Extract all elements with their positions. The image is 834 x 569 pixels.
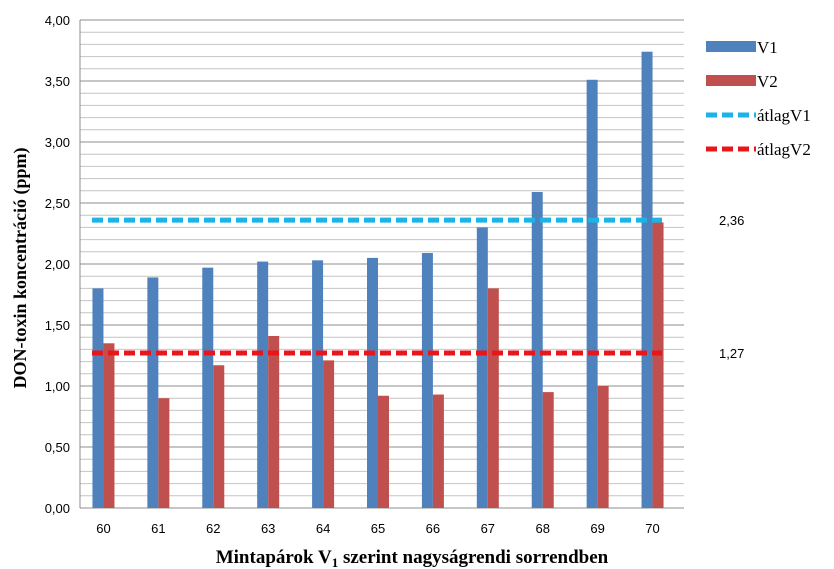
bar-v1 bbox=[312, 260, 324, 508]
x-axis-title: Mintapárok V1 szerint nagyságrendi sorre… bbox=[216, 547, 609, 569]
legend-label: átlagV2 bbox=[757, 140, 811, 159]
x-tick-label: 62 bbox=[206, 521, 220, 536]
y-tick-label: 0,50 bbox=[45, 440, 70, 455]
bar-v1 bbox=[202, 267, 214, 508]
y-tick-label: 2,50 bbox=[45, 196, 70, 211]
y-tick-label: 3,00 bbox=[45, 135, 70, 150]
legend-swatch bbox=[706, 41, 756, 52]
y-tick-label: 1,00 bbox=[45, 379, 70, 394]
x-tick-label: 67 bbox=[481, 521, 495, 536]
bar-v1 bbox=[257, 261, 269, 508]
average-value-label: 2,36 bbox=[719, 213, 744, 228]
bar-v2 bbox=[487, 288, 499, 508]
bar-v1 bbox=[531, 192, 543, 508]
y-tick-label: 1,50 bbox=[45, 318, 70, 333]
bar-v2 bbox=[378, 395, 389, 508]
x-tick-label: 64 bbox=[316, 521, 330, 536]
average-value-label: 1,27 bbox=[719, 346, 744, 361]
bar-v2 bbox=[103, 343, 115, 508]
bar-v2 bbox=[158, 398, 170, 508]
legend-label: átlagV1 bbox=[757, 106, 811, 125]
legend-label: V1 bbox=[757, 38, 778, 57]
bar-v2 bbox=[213, 365, 225, 508]
x-tick-label: 69 bbox=[590, 521, 604, 536]
x-tick-label: 68 bbox=[535, 521, 549, 536]
legend: V1 V2 átlagV1 átlagV2 bbox=[706, 38, 811, 159]
x-tick-label: 61 bbox=[151, 521, 165, 536]
x-tick-label: 60 bbox=[96, 521, 110, 536]
bar-v1 bbox=[147, 277, 159, 508]
bar-v1 bbox=[586, 79, 598, 508]
x-axis-ticks: 60 61 62 63 64 65 66 67 68 69 70 bbox=[96, 521, 660, 536]
y-tick-label: 4,00 bbox=[45, 13, 70, 28]
average-lines: 2,36 1,27 bbox=[92, 213, 744, 361]
x-tick-label: 63 bbox=[261, 521, 275, 536]
y-tick-label: 3,50 bbox=[45, 74, 70, 89]
x-axis-title-subscript: 1 bbox=[332, 555, 339, 569]
bar-v2 bbox=[652, 222, 664, 508]
legend-label: V2 bbox=[757, 72, 778, 91]
bar-v2 bbox=[542, 392, 554, 508]
bar-v2 bbox=[268, 335, 280, 508]
bar-v1 bbox=[421, 253, 433, 508]
bar-v1 bbox=[367, 257, 378, 508]
bar-v1 bbox=[92, 288, 104, 508]
x-tick-label: 65 bbox=[371, 521, 385, 536]
y-axis-title: DON-toxin koncentráció (ppm) bbox=[10, 148, 31, 389]
bar-v1 bbox=[476, 227, 488, 508]
y-tick-label: 0,00 bbox=[45, 501, 70, 516]
y-tick-label: 2,00 bbox=[45, 257, 70, 272]
bar-v2 bbox=[597, 386, 609, 508]
bar-v2 bbox=[432, 394, 444, 508]
y-axis-ticks: 0,00 0,50 1,00 1,50 2,00 2,50 3,00 3,50 4,00 bbox=[45, 13, 70, 516]
bars bbox=[92, 51, 664, 508]
legend-swatch bbox=[706, 75, 756, 86]
bar-v2 bbox=[323, 360, 335, 508]
x-tick-label: 70 bbox=[645, 521, 659, 536]
bar-v1 bbox=[641, 51, 653, 508]
x-tick-label: 66 bbox=[426, 521, 440, 536]
grid bbox=[79, 19, 684, 509]
